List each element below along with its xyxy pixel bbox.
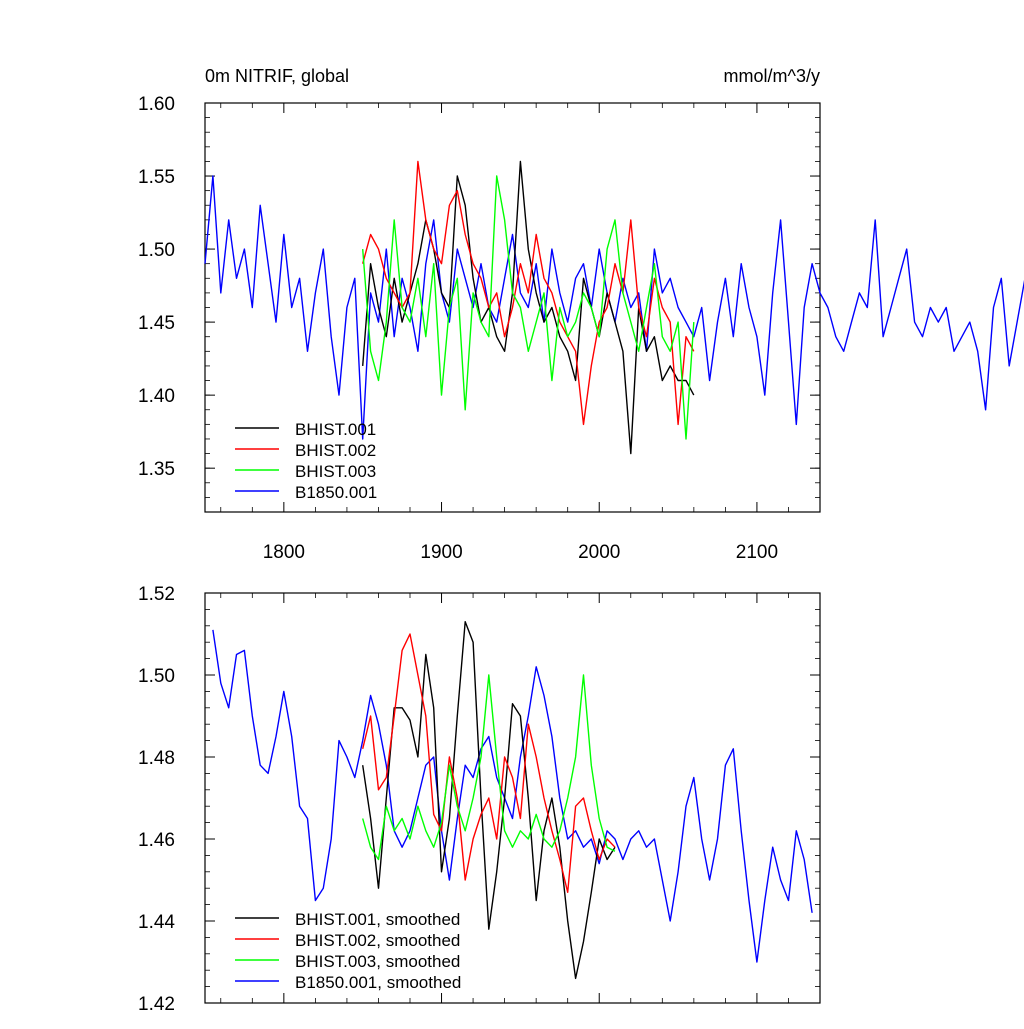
legend-label: BHIST.001 bbox=[295, 420, 376, 439]
y-tick-label: 1.44 bbox=[138, 912, 175, 933]
legend-label: B1850.001, smoothed bbox=[295, 973, 461, 992]
legend-label: B1850.001 bbox=[295, 483, 377, 502]
legend-label: BHIST.003, smoothed bbox=[295, 952, 460, 971]
legend-label: BHIST.002 bbox=[295, 441, 376, 460]
x-tick-label: 1900 bbox=[420, 542, 462, 563]
y-tick-label: 1.48 bbox=[138, 748, 175, 769]
series-line bbox=[362, 674, 616, 861]
series-line bbox=[362, 175, 695, 440]
y-tick-label: 1.52 bbox=[138, 584, 175, 605]
legend-label: BHIST.002, smoothed bbox=[295, 931, 460, 950]
x-tick-label: 2000 bbox=[578, 542, 620, 563]
legend-label: BHIST.003 bbox=[295, 462, 376, 481]
y-tick-label: 1.46 bbox=[138, 830, 175, 851]
y-tick-label: 1.35 bbox=[138, 459, 175, 480]
y-tick-label: 1.45 bbox=[138, 313, 175, 334]
series-line bbox=[362, 160, 695, 426]
y-tick-label: 1.55 bbox=[138, 167, 175, 188]
series-line bbox=[212, 629, 813, 963]
top-title: 0m NITRIF, global bbox=[205, 66, 349, 86]
legend-label: BHIST.001, smoothed bbox=[295, 910, 460, 929]
top-units: mmol/m^3/y bbox=[724, 66, 820, 86]
plot-frame bbox=[204, 592, 821, 1004]
series-line bbox=[362, 633, 616, 893]
series-line bbox=[204, 175, 1024, 440]
x-tick-label: 2100 bbox=[736, 542, 778, 563]
y-tick-label: 1.42 bbox=[138, 994, 175, 1015]
bottom-panel: 1.42 1.44 1.46 1.48 1.50 1.52 BHIST.001, smoot… bbox=[138, 584, 821, 1015]
y-tick-label: 1.60 bbox=[138, 94, 175, 115]
y-tick-label: 1.40 bbox=[138, 386, 175, 407]
y-tick-label: 1.50 bbox=[138, 240, 175, 261]
series-line bbox=[362, 621, 616, 980]
y-tick-label: 1.50 bbox=[138, 666, 175, 687]
top-panel: 1.35 1.40 1.45 1.50 1.55 1.60 1800 1900 2000 2100… bbox=[138, 94, 1024, 563]
x-tick-label: 1800 bbox=[263, 542, 305, 563]
